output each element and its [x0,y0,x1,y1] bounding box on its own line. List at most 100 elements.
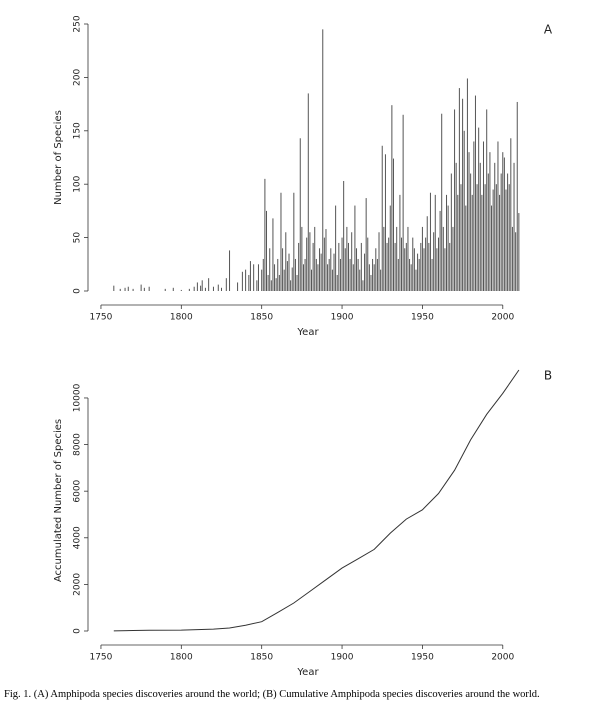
bar [359,269,361,291]
bar [415,269,417,291]
bar [492,189,494,291]
bar [364,253,366,291]
bar [465,205,467,291]
bar [262,258,264,291]
bar [500,173,502,291]
bar [434,194,436,291]
bar [392,158,394,291]
bar [140,284,142,291]
bar [474,95,476,291]
bar [444,248,446,291]
bar [119,288,121,291]
x-tick-label: 2000 [491,653,514,663]
y-tick-label: 6000 [73,479,83,502]
bar [330,248,332,291]
bar [396,226,398,291]
bar [384,154,386,291]
bar [442,226,444,291]
bar [401,237,403,291]
x-tick-label: 1800 [170,313,193,323]
bar [272,218,274,291]
bar [365,198,367,291]
bar [466,78,468,291]
bar [298,242,300,291]
y-tick-label: 250 [73,15,83,32]
x-tick-label: 1750 [89,653,112,663]
bar [410,264,412,291]
bar [425,237,427,291]
bar [439,210,441,291]
bar [426,216,428,291]
bar [180,289,182,291]
bar [164,288,166,291]
bar [388,237,390,291]
bar [319,248,321,291]
bar [454,109,456,291]
bar [428,242,430,291]
y-axis-label: Accumulated Number of Species [53,419,64,582]
y-tick-label: 50 [73,232,83,244]
bar [317,264,319,291]
bar [375,248,377,291]
bar [495,184,497,291]
bar [354,205,356,291]
bar [470,173,472,291]
bar [381,145,383,291]
bar [511,226,513,291]
bar [503,157,505,291]
panel-label: A [544,23,553,37]
bar [193,286,195,291]
bar [486,109,488,291]
bar [405,242,407,291]
bar [505,189,507,291]
bar [431,258,433,291]
bar [113,285,115,291]
bar [362,280,364,291]
bar [471,194,473,291]
bar [322,29,324,292]
bar [346,226,348,291]
y-tick-label: 150 [73,122,83,139]
y-axis-label: Number of Species [53,110,64,205]
bar [264,178,266,291]
bar [476,184,478,291]
bar [143,287,145,291]
y-tick-label: 100 [73,175,83,192]
bar [302,264,304,291]
bar [327,264,329,291]
bar [269,248,271,291]
bar [417,253,419,291]
bar [499,194,501,291]
bar [437,237,439,291]
bar [436,248,438,291]
y-tick-label: 200 [73,69,83,86]
bar [200,285,202,291]
bar [124,287,126,291]
bar [412,237,414,291]
bar [253,264,255,291]
bar [508,184,510,291]
bar [286,261,288,291]
bar [356,248,358,291]
bar [127,286,129,291]
x-tick-label: 1850 [250,313,273,323]
x-tick-label: 2000 [491,313,514,323]
bar [515,232,517,291]
bar [413,248,415,291]
bar [237,282,239,291]
bar [489,152,491,291]
bar [497,141,499,291]
bar [309,232,311,291]
bar [241,271,243,291]
x-tick-label: 1900 [331,653,354,663]
figure: 1750 1800 1850 1900 1950 2000 0 50 100 150 200 250 Y… [53,15,553,678]
bar [293,192,295,291]
y-tick-label: 8000 [73,433,83,456]
bar [341,237,343,291]
bar [491,205,493,291]
bar [368,264,370,291]
bar [376,258,378,291]
bar [421,226,423,291]
bar [380,269,382,291]
bar [212,286,214,291]
